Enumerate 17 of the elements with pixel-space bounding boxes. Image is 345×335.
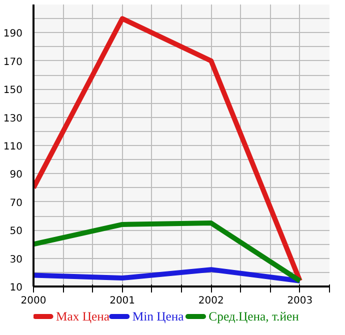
y-tick-label: 70 — [10, 198, 23, 209]
y-tick-label: 90 — [10, 170, 23, 181]
x-tick-label: 2002 — [198, 296, 224, 306]
y-tick-label: 190 — [3, 28, 23, 40]
y-tick-label: 50 — [10, 226, 23, 238]
y-tick-label: 110 — [3, 142, 23, 152]
y-tick-label: 130 — [3, 113, 23, 124]
x-tick-label: 2003 — [287, 296, 313, 306]
y-tick-label: 10 — [10, 282, 23, 294]
legend-label: Сред.Цена, т.йен — [208, 310, 300, 324]
y-tick-label: 170 — [3, 56, 23, 68]
y-tick-label: 150 — [3, 85, 23, 96]
x-tick-label: 2001 — [110, 296, 136, 306]
legend-label: Max Цена — [56, 310, 110, 324]
y-tick-label: 30 — [10, 254, 23, 266]
legend-label: Min Цена — [132, 310, 184, 324]
x-tick-label: 2000 — [20, 296, 46, 306]
